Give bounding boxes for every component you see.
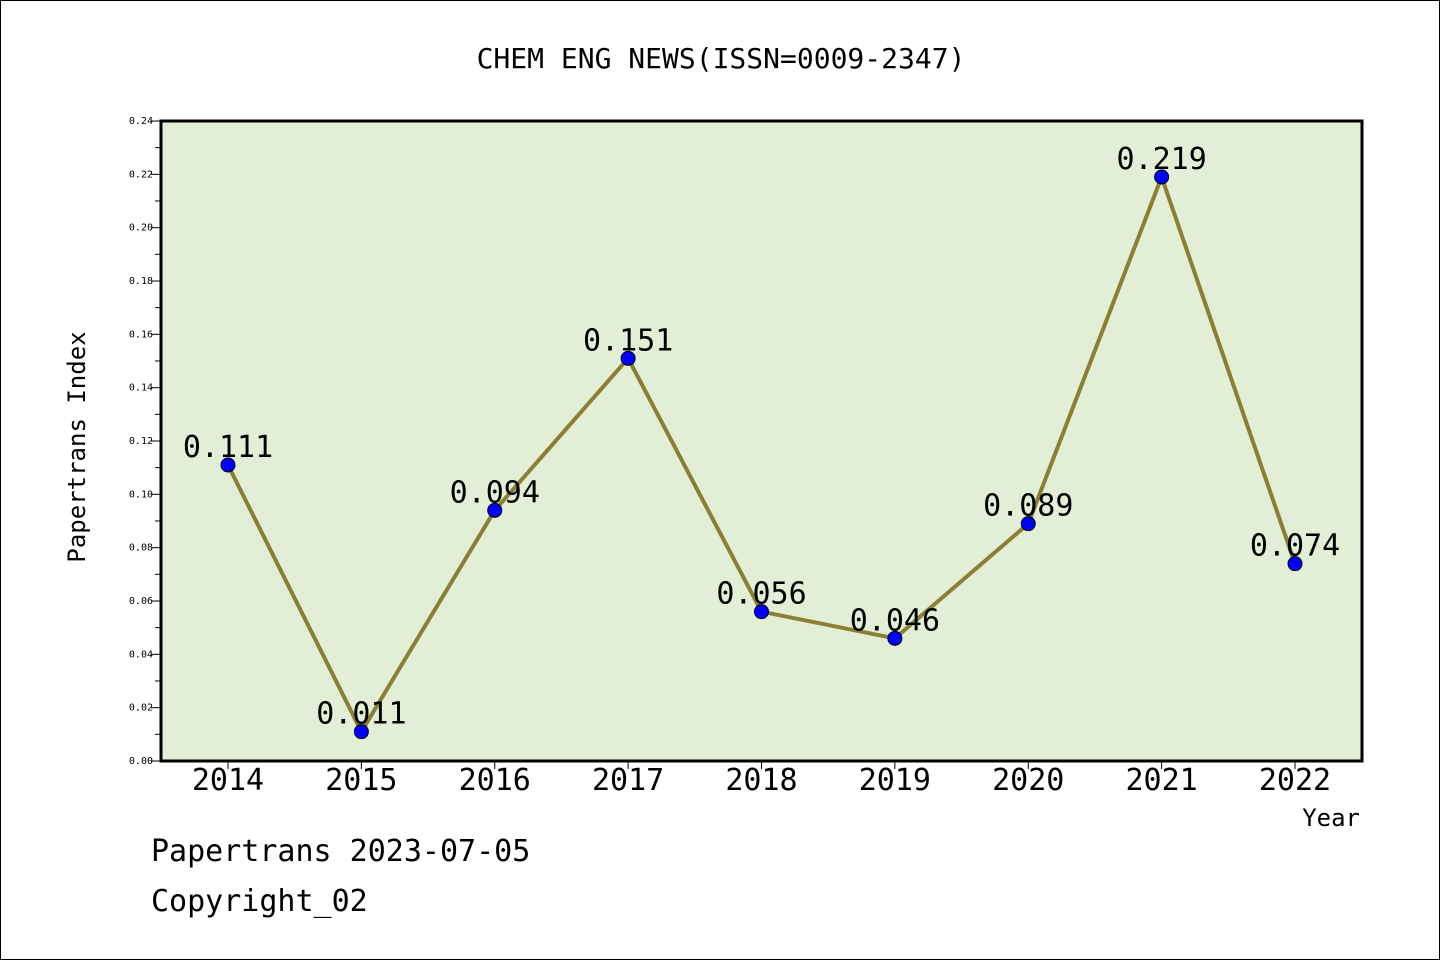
x-tick-label: 2022 <box>1259 763 1331 798</box>
data-label: 0.074 <box>1250 529 1340 564</box>
y-tick-label: 0.10 <box>129 489 153 500</box>
y-tick-label: 0.02 <box>129 703 153 714</box>
y-tick-label: 0.14 <box>129 383 153 394</box>
x-tick-label: 2018 <box>725 763 797 798</box>
x-axis-label: Year <box>1302 804 1360 832</box>
data-point <box>887 630 903 646</box>
x-tick-label: 2017 <box>592 763 664 798</box>
plot-area <box>159 119 1364 763</box>
y-tick-label: 0.12 <box>129 436 153 447</box>
footer-date: Papertrans 2023-07-05 <box>151 834 531 869</box>
footer-copyright: Copyright_02 <box>151 884 368 919</box>
data-label: 0.056 <box>716 577 806 612</box>
chart-title: CHEM ENG NEWS(ISSN=0009-2347) <box>477 42 966 75</box>
x-tick-label: 2020 <box>992 763 1064 798</box>
data-point <box>620 350 636 366</box>
data-label: 0.094 <box>450 475 540 510</box>
data-label: 0.011 <box>316 697 406 732</box>
y-tick-label: 0.20 <box>129 223 153 234</box>
data-point <box>1287 556 1303 572</box>
y-axis-label: Papertrans Index <box>63 331 91 562</box>
y-tick-label: 0.18 <box>129 276 153 287</box>
y-tick-label: 0.00 <box>129 756 153 767</box>
data-point <box>353 724 369 740</box>
tick-labels: 0.00 0.02 0.04 0.06 0.08 0.10 0.12 0.14 0.16 0.18… <box>129 116 1331 798</box>
data-label: 0.089 <box>983 489 1073 524</box>
x-tick-label: 2016 <box>459 763 531 798</box>
data-label: 0.219 <box>1116 142 1206 177</box>
y-tick-label: 0.08 <box>129 543 153 554</box>
x-tick-label: 2014 <box>192 763 264 798</box>
y-tick-label: 0.04 <box>129 649 153 660</box>
data-markers <box>220 169 1303 740</box>
data-point <box>220 457 236 473</box>
x-tick-label: 2019 <box>859 763 931 798</box>
x-tick-label: 2015 <box>325 763 397 798</box>
y-tick-label: 0.06 <box>129 596 153 607</box>
data-point <box>754 604 769 620</box>
y-tick-label: 0.22 <box>129 169 153 180</box>
y-tick-label: 0.16 <box>129 329 153 340</box>
data-labels: 0.111 0.011 0.094 0.151 0.056 0.046 0.089 0.219… <box>183 142 1340 732</box>
data-point <box>1154 169 1170 185</box>
x-tick-label: 2021 <box>1126 763 1198 798</box>
data-label: 0.111 <box>183 430 273 465</box>
data-point <box>487 502 503 518</box>
data-label: 0.151 <box>583 323 673 358</box>
axis-ticks <box>151 120 1296 769</box>
data-label: 0.046 <box>850 603 940 638</box>
y-tick-label: 0.24 <box>129 116 153 127</box>
data-point <box>1020 516 1036 532</box>
